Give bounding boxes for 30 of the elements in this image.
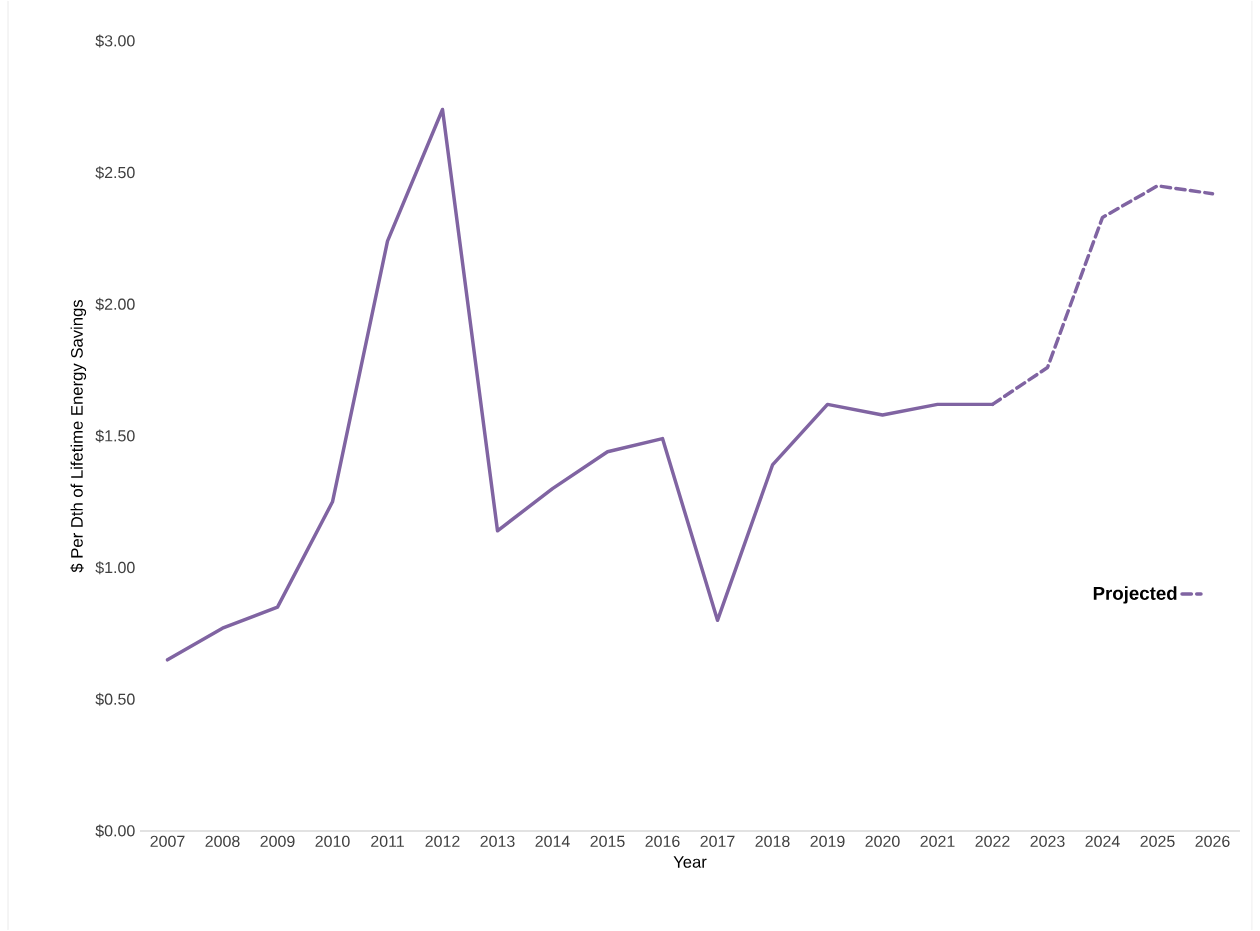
- x-axis-title: Year: [673, 856, 707, 868]
- x-tick-label: 2025: [1140, 835, 1175, 848]
- x-tick-label: 2017: [700, 835, 735, 848]
- y-tick-label: $1.50: [95, 429, 135, 443]
- x-tick-label: 2008: [205, 835, 240, 848]
- legend-label: Projected: [1093, 586, 1177, 604]
- y-tick-label: $0.00: [95, 824, 135, 838]
- x-tick-label: 2010: [315, 835, 350, 848]
- x-tick-label: 2018: [755, 835, 790, 848]
- x-tick-label: 2026: [1195, 835, 1230, 848]
- x-tick-label: 2023: [1030, 835, 1065, 848]
- x-tick-label: 2016: [645, 835, 680, 848]
- y-tick-label: $0.50: [95, 692, 135, 706]
- y-tick-label: $1.00: [95, 561, 135, 575]
- x-tick-label: 2015: [590, 835, 625, 848]
- x-tick-label: 2012: [425, 835, 460, 848]
- x-tick-label: 2011: [371, 835, 404, 848]
- x-tick-label: 2021: [920, 835, 955, 848]
- x-tick-label: 2020: [865, 835, 900, 848]
- x-tick-label: 2019: [810, 835, 845, 848]
- x-tick-label: 2022: [975, 835, 1010, 848]
- x-tick-label: 2024: [1085, 835, 1120, 848]
- x-tick-label: 2013: [480, 835, 515, 848]
- x-tick-label: 2009: [260, 835, 295, 848]
- x-tick-label: 2007: [150, 835, 185, 848]
- x-tick-label: 2014: [535, 835, 570, 848]
- y-tick-label: $2.50: [95, 166, 135, 180]
- y-axis-title: $ Per Dth of Lifetime Energy Savings: [70, 299, 87, 573]
- y-tick-label: $3.00: [95, 34, 135, 48]
- y-tick-label: $2.00: [95, 297, 135, 311]
